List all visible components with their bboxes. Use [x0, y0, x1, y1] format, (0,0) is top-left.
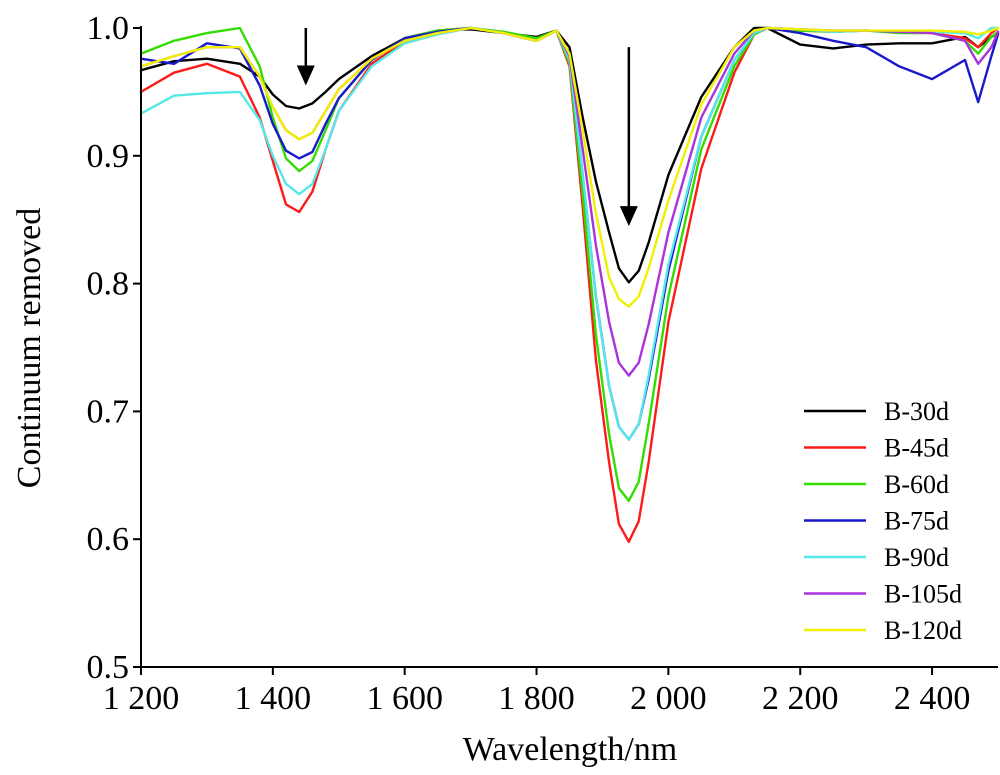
x-tick-label: 2 200	[762, 680, 839, 717]
annotation-arrow-head	[619, 206, 638, 227]
series-line-b-30d	[139, 26, 1000, 284]
x-axis-title: Wavelength/nm	[463, 731, 677, 768]
x-tick-label: 2 000	[630, 680, 707, 717]
axes: 0.5 0.6 0.7 0.8 0.9 1.0 1 200 1 400 1 600 1 800 2 …	[87, 10, 998, 717]
y-tick-label: 0.7	[87, 393, 130, 430]
y-tick-label: 1.0	[87, 10, 130, 47]
y-tick-label: 0.9	[87, 138, 130, 175]
legend-label: B-30d	[884, 397, 949, 426]
y-tick-label: 0.6	[87, 521, 130, 558]
legend: B-30d B-45d B-60d B-75d B-90d B-105d B-120d	[804, 397, 962, 645]
x-tick-label: 2 400	[894, 680, 971, 717]
legend-label: B-75d	[884, 507, 949, 536]
legend-label: B-45d	[884, 434, 949, 463]
annotation-arrow-head	[296, 65, 315, 86]
x-tick-label: 1 200	[103, 680, 180, 717]
series-line-b-105d	[139, 26, 1000, 377]
legend-label: B-90d	[884, 543, 949, 572]
x-tick-label: 1 800	[498, 680, 575, 717]
annotations	[296, 28, 638, 227]
series-line-b-120d	[139, 26, 1000, 308]
legend-label: B-120d	[884, 616, 962, 645]
legend-label: B-60d	[884, 470, 949, 499]
y-tick-label: 0.8	[87, 266, 130, 303]
x-tick-label: 1 600	[366, 680, 443, 717]
legend-label: B-105d	[884, 580, 962, 609]
series-layer	[139, 26, 1000, 543]
x-tick-label: 1 400	[235, 680, 312, 717]
y-axis-title: Continuum removed	[11, 208, 48, 488]
y-tick-label: 0.5	[87, 649, 130, 686]
